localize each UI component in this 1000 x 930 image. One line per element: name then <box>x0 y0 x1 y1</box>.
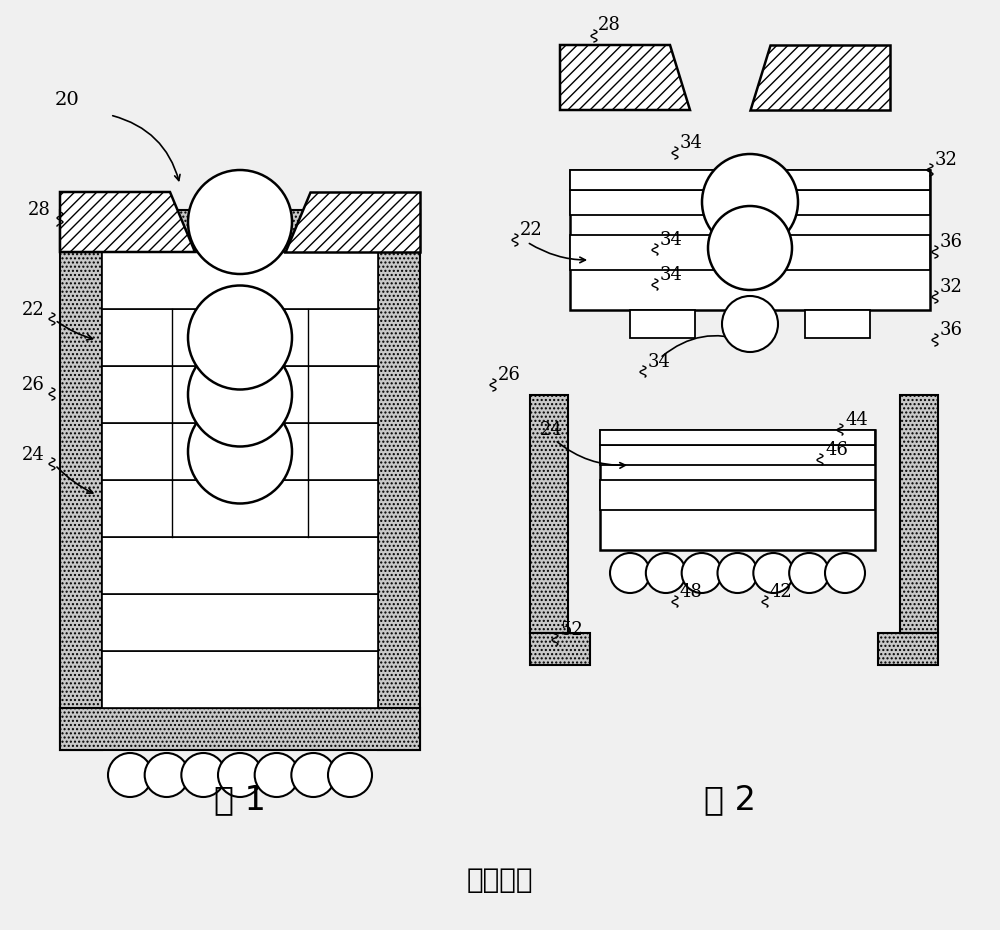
Text: 22: 22 <box>22 301 45 319</box>
Circle shape <box>718 553 758 593</box>
Circle shape <box>181 753 225 797</box>
Bar <box>102 537 378 594</box>
Bar <box>570 190 930 215</box>
Bar <box>60 210 102 750</box>
Bar <box>60 708 420 750</box>
Bar <box>102 423 378 480</box>
Circle shape <box>188 342 292 446</box>
Text: 现有技术: 现有技术 <box>467 866 533 894</box>
Bar <box>630 310 695 338</box>
Circle shape <box>646 553 686 593</box>
Text: 图 2: 图 2 <box>704 783 756 817</box>
Text: 20: 20 <box>55 91 80 109</box>
Text: 24: 24 <box>22 446 45 464</box>
Circle shape <box>789 553 829 593</box>
Circle shape <box>188 400 292 503</box>
Bar <box>900 395 938 633</box>
Text: 32: 32 <box>940 278 963 296</box>
Circle shape <box>722 296 778 352</box>
Bar <box>102 252 378 309</box>
Text: 48: 48 <box>680 583 703 601</box>
Polygon shape <box>285 192 420 252</box>
Circle shape <box>610 553 650 593</box>
Circle shape <box>708 206 792 290</box>
Bar <box>102 366 378 423</box>
Bar <box>570 235 930 270</box>
Polygon shape <box>560 45 690 110</box>
Text: 46: 46 <box>825 441 848 459</box>
Text: 34: 34 <box>660 266 683 284</box>
Bar <box>60 210 420 252</box>
Circle shape <box>188 170 292 274</box>
Text: 34: 34 <box>648 353 671 371</box>
Text: 34: 34 <box>660 231 683 249</box>
Circle shape <box>682 553 722 593</box>
Circle shape <box>255 753 299 797</box>
Bar <box>600 430 875 445</box>
Bar <box>570 170 930 190</box>
Text: 26: 26 <box>22 376 45 394</box>
Text: 34: 34 <box>680 134 703 152</box>
Text: 52: 52 <box>560 621 583 639</box>
Bar <box>600 480 875 510</box>
Bar <box>102 594 378 651</box>
Circle shape <box>753 553 793 593</box>
Bar <box>600 445 875 465</box>
Bar <box>530 395 568 633</box>
Text: 28: 28 <box>598 16 621 34</box>
Text: 44: 44 <box>845 411 868 429</box>
Bar <box>102 651 378 708</box>
Text: 26: 26 <box>498 366 521 384</box>
Text: 22: 22 <box>520 221 543 239</box>
Bar <box>570 170 930 310</box>
Circle shape <box>825 553 865 593</box>
Bar <box>600 430 875 550</box>
Circle shape <box>291 753 335 797</box>
Circle shape <box>108 753 152 797</box>
Text: 24: 24 <box>540 421 563 439</box>
Circle shape <box>188 286 292 390</box>
Circle shape <box>145 753 189 797</box>
Bar <box>102 309 378 366</box>
Bar <box>102 480 378 537</box>
Text: 36: 36 <box>940 321 963 339</box>
Bar <box>805 310 870 338</box>
Polygon shape <box>60 192 195 252</box>
Text: 32: 32 <box>935 151 958 169</box>
Circle shape <box>702 154 798 250</box>
Circle shape <box>328 753 372 797</box>
Polygon shape <box>750 45 890 110</box>
Text: 42: 42 <box>770 583 793 601</box>
Text: 图 1: 图 1 <box>214 783 266 817</box>
Text: 28: 28 <box>28 201 51 219</box>
Bar <box>378 210 420 750</box>
Bar <box>878 633 938 665</box>
Circle shape <box>218 753 262 797</box>
Text: 36: 36 <box>940 233 963 251</box>
Bar <box>530 633 590 665</box>
